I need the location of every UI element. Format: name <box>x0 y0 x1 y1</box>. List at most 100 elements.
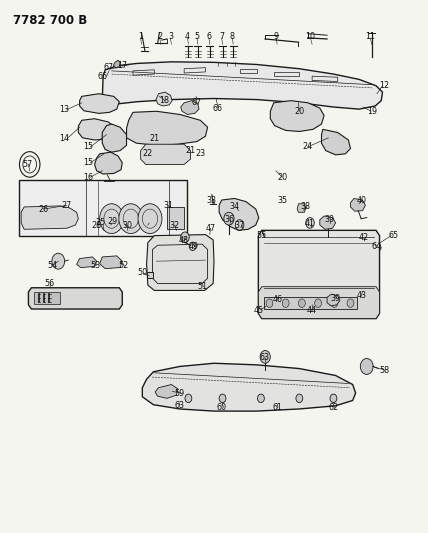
Text: 53: 53 <box>90 261 101 270</box>
Text: 1: 1 <box>138 33 143 42</box>
Circle shape <box>282 299 289 308</box>
Text: 51: 51 <box>197 282 207 291</box>
Text: 14: 14 <box>59 134 69 143</box>
Text: 64: 64 <box>372 242 382 251</box>
Text: 46: 46 <box>272 295 282 304</box>
Polygon shape <box>270 101 324 132</box>
Text: 39: 39 <box>330 294 341 303</box>
Text: 24: 24 <box>303 142 313 151</box>
Polygon shape <box>147 235 214 290</box>
Polygon shape <box>327 294 340 306</box>
Polygon shape <box>77 257 97 268</box>
Circle shape <box>347 299 354 308</box>
Text: 2: 2 <box>157 33 162 42</box>
Polygon shape <box>34 292 60 304</box>
Polygon shape <box>21 206 78 229</box>
Text: 23: 23 <box>195 149 205 158</box>
Text: 48: 48 <box>178 237 188 246</box>
Polygon shape <box>102 124 127 152</box>
Text: 44: 44 <box>307 305 317 314</box>
Text: 20: 20 <box>294 107 304 116</box>
Text: 61: 61 <box>272 403 282 412</box>
Text: 18: 18 <box>159 96 169 105</box>
Text: 45: 45 <box>254 305 264 314</box>
Text: 12: 12 <box>380 81 390 90</box>
Text: 37: 37 <box>235 221 245 230</box>
Text: 67: 67 <box>191 98 201 107</box>
Circle shape <box>224 212 234 225</box>
Polygon shape <box>297 204 306 212</box>
Polygon shape <box>28 288 122 309</box>
Circle shape <box>219 394 226 402</box>
Text: 58: 58 <box>380 366 390 375</box>
Circle shape <box>52 253 65 269</box>
Text: 42: 42 <box>359 233 369 242</box>
Circle shape <box>298 299 305 308</box>
Circle shape <box>266 299 273 308</box>
Circle shape <box>185 394 192 402</box>
Circle shape <box>296 394 303 402</box>
Polygon shape <box>95 152 122 174</box>
Text: 9: 9 <box>274 33 279 42</box>
Text: 13: 13 <box>59 105 69 114</box>
Text: 66: 66 <box>97 71 107 80</box>
Text: 28: 28 <box>91 221 101 230</box>
Text: 5: 5 <box>194 33 199 42</box>
Polygon shape <box>265 297 357 309</box>
Polygon shape <box>181 101 199 115</box>
Text: 49: 49 <box>188 242 199 251</box>
Polygon shape <box>356 233 371 248</box>
Text: 32: 32 <box>169 221 180 230</box>
Text: 34: 34 <box>229 203 240 212</box>
Text: 3: 3 <box>168 33 173 42</box>
Text: 66: 66 <box>212 103 223 112</box>
Polygon shape <box>167 207 184 229</box>
Polygon shape <box>369 241 381 254</box>
Text: 62: 62 <box>328 403 339 412</box>
Text: 29: 29 <box>107 217 118 227</box>
Text: 7: 7 <box>219 33 224 42</box>
Text: 17: 17 <box>117 61 128 70</box>
Text: 33: 33 <box>207 196 217 205</box>
Circle shape <box>19 152 40 177</box>
Text: 20: 20 <box>277 173 287 182</box>
Text: 52: 52 <box>119 261 129 270</box>
Text: 15: 15 <box>83 158 93 167</box>
Text: 63: 63 <box>174 401 184 410</box>
Text: 31: 31 <box>163 201 173 210</box>
Circle shape <box>181 232 189 243</box>
Text: 30: 30 <box>122 221 132 230</box>
Polygon shape <box>321 130 351 155</box>
Text: 15: 15 <box>83 142 93 151</box>
Polygon shape <box>351 198 366 211</box>
Polygon shape <box>141 144 190 165</box>
Text: 4: 4 <box>185 33 190 42</box>
Text: 21: 21 <box>185 146 196 155</box>
Text: 47: 47 <box>205 224 216 233</box>
Text: 25: 25 <box>96 218 106 227</box>
Circle shape <box>138 204 162 233</box>
Circle shape <box>306 217 314 228</box>
Text: 21: 21 <box>149 134 159 143</box>
Polygon shape <box>156 92 172 106</box>
Circle shape <box>330 394 337 402</box>
Text: 41: 41 <box>305 220 315 229</box>
Polygon shape <box>127 111 208 146</box>
Text: 39: 39 <box>324 215 334 224</box>
FancyBboxPatch shape <box>18 180 187 236</box>
Circle shape <box>189 242 196 251</box>
Polygon shape <box>143 364 356 411</box>
Text: 6: 6 <box>206 33 211 42</box>
Circle shape <box>119 204 143 233</box>
Text: 63: 63 <box>259 353 269 362</box>
Circle shape <box>315 299 321 308</box>
Text: 59: 59 <box>175 389 185 398</box>
Polygon shape <box>100 256 122 269</box>
Text: 55: 55 <box>257 231 267 240</box>
Text: 27: 27 <box>62 201 72 210</box>
Polygon shape <box>259 287 380 319</box>
Text: 22: 22 <box>143 149 153 158</box>
Text: 26: 26 <box>38 205 48 214</box>
Text: 43: 43 <box>356 291 366 300</box>
Polygon shape <box>259 230 380 319</box>
